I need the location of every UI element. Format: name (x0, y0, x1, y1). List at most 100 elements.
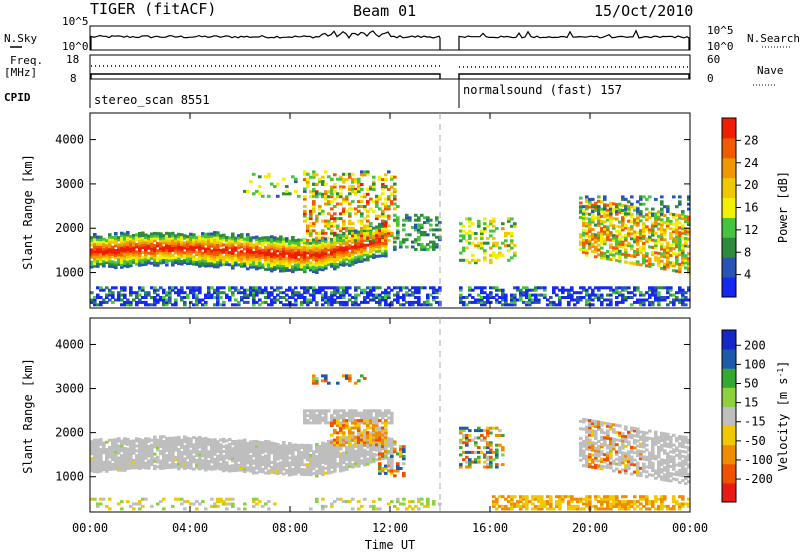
velocity-cell (366, 462, 370, 466)
power-cell (363, 246, 367, 250)
power-cell (345, 209, 349, 213)
velocity-cell (375, 443, 379, 447)
power-cell (141, 286, 145, 290)
velocity-cell (306, 465, 310, 469)
power-cell (147, 244, 151, 248)
power-cell (432, 286, 436, 290)
power-cell (636, 212, 640, 216)
power-cell (585, 298, 589, 302)
power-cell (282, 291, 286, 295)
velocity-cell (351, 465, 355, 469)
power-cell (114, 251, 118, 255)
power-cell (309, 286, 313, 290)
power-cell (126, 257, 130, 261)
velocity-cell (297, 451, 301, 455)
power-cell (375, 214, 379, 218)
velocity-cell (192, 445, 196, 449)
power-cell (216, 265, 220, 269)
velocity-cell (357, 447, 361, 451)
velocity-cell (102, 443, 106, 447)
power-cell (93, 262, 97, 266)
power-cell (423, 221, 427, 225)
power-cell (648, 230, 652, 234)
velocity-cell (357, 419, 361, 423)
velocity-cell (183, 440, 187, 444)
power-cell (240, 255, 244, 259)
power-cell (264, 241, 268, 245)
power-cell (399, 240, 403, 244)
power-cell (339, 253, 343, 257)
power-cell (591, 235, 595, 239)
velocity-cell (342, 414, 346, 418)
power-cell (291, 293, 295, 297)
power-cell (426, 296, 430, 299)
power-cell (192, 303, 196, 307)
velocity-cell (198, 435, 202, 439)
power-cell (327, 224, 331, 228)
power-cell (201, 261, 205, 265)
velocity-cell (249, 447, 253, 451)
power-cell (600, 241, 604, 245)
velocity-cell (369, 448, 373, 452)
velocity-cell (369, 446, 373, 449)
velocity-cell (153, 435, 157, 439)
power-cell (666, 265, 670, 269)
power-cell (432, 240, 436, 244)
power-cell (147, 259, 151, 262)
velocity-cell (372, 435, 376, 439)
power-cell (333, 219, 337, 223)
power-cell (192, 288, 196, 292)
power-cell (105, 296, 109, 299)
power-cell (300, 293, 304, 297)
velocity-cell (360, 374, 364, 378)
power-cell (219, 256, 223, 260)
power-cell (312, 262, 316, 266)
power-cell (162, 236, 166, 240)
velocity-cell (321, 456, 325, 460)
power-cell (393, 182, 397, 186)
power-cell (384, 244, 388, 248)
velocity-cell (237, 458, 241, 462)
velocity-cell (384, 438, 388, 442)
velocity-cell (315, 416, 319, 420)
power-cell (264, 245, 268, 249)
power-cell (252, 251, 256, 254)
power-cell (483, 227, 487, 231)
velocity-cell (309, 466, 313, 469)
velocity-cell (219, 445, 223, 449)
velocity-cell (303, 470, 307, 474)
power-cell (669, 244, 673, 248)
power-cell (387, 296, 391, 299)
power-cell (123, 237, 127, 241)
power-cell (171, 253, 175, 257)
velocity-cell (156, 438, 160, 442)
power-cell (375, 205, 379, 208)
power-cell (192, 255, 196, 259)
velocity-cell (309, 444, 313, 448)
power-cell (342, 254, 346, 257)
power-cell (636, 221, 640, 225)
power-cell (390, 300, 394, 304)
velocity-cell (372, 443, 376, 447)
power-cell (384, 227, 388, 231)
power-cell (489, 229, 493, 233)
velocity-cell (303, 416, 307, 420)
power-cell (627, 210, 631, 213)
velocity-cell (213, 440, 217, 444)
power-cell (390, 185, 394, 189)
velocity-cell (279, 446, 283, 450)
power-cell (339, 217, 343, 221)
power-cell (315, 219, 319, 223)
power-cell (288, 249, 292, 253)
power-cell (438, 228, 442, 232)
velocity-cell (165, 461, 169, 465)
power-cell (615, 259, 619, 262)
power-cell (471, 288, 475, 292)
power-cell (681, 212, 685, 216)
velocity-cell (348, 431, 352, 435)
power-cell (318, 258, 322, 261)
velocity-cell (120, 442, 124, 445)
velocity-cell (150, 504, 154, 508)
velocity-cell (258, 455, 262, 459)
velocity-cell (312, 414, 316, 418)
